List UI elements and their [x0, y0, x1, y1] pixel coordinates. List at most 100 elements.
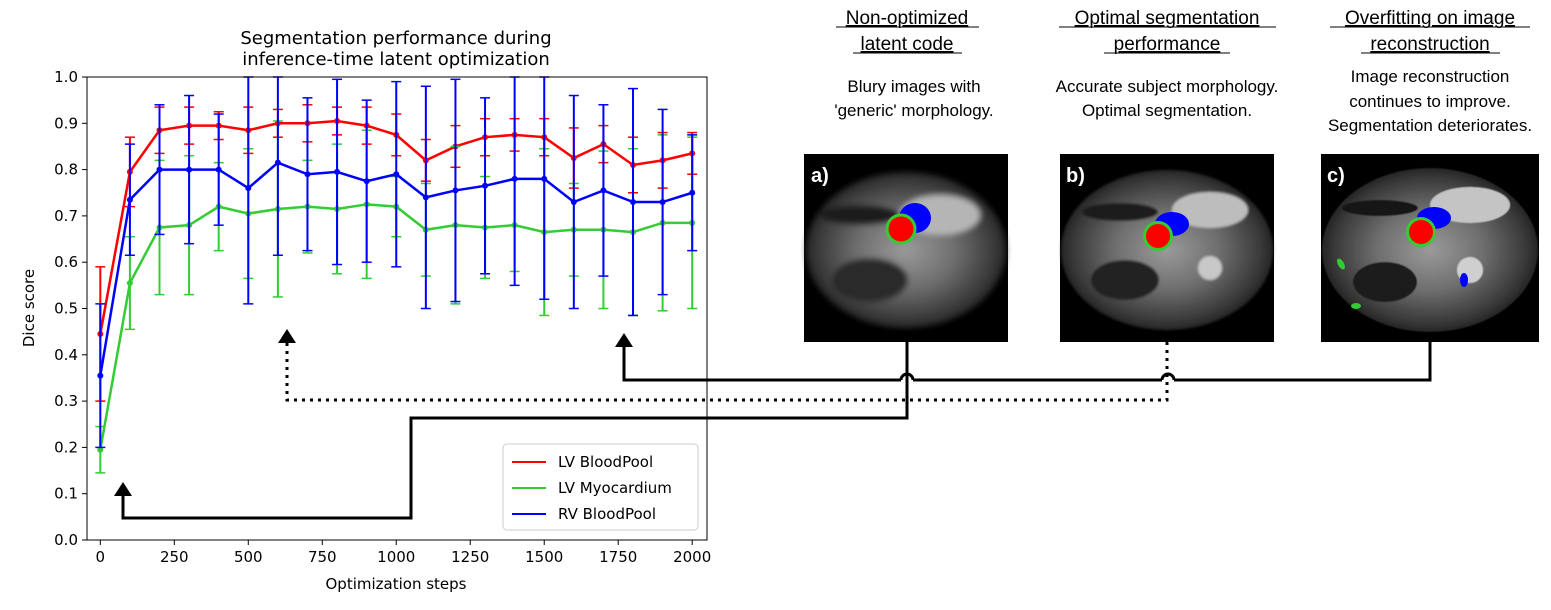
- arrowhead-optimum: [278, 329, 296, 343]
- mri-b-bright-region: [1172, 192, 1248, 228]
- data-point-rv-bloodpool: [126, 196, 133, 203]
- y-tick-label: 0.2: [54, 438, 78, 456]
- mri-image-c: c): [1321, 154, 1539, 342]
- y-tick-label: 0.0: [54, 531, 78, 549]
- mri-a-dark-cavity: [832, 258, 908, 302]
- y-tick-label: 0.1: [54, 485, 78, 503]
- y-tick-label: 1.0: [54, 68, 78, 86]
- mri-b-tissue: [1061, 170, 1273, 330]
- data-point-rv-bloodpool: [630, 199, 637, 206]
- mri-c-bright-region: [1430, 187, 1510, 223]
- x-tick-label: 1000: [377, 548, 415, 566]
- y-tick-label: 0.4: [54, 346, 78, 364]
- mri-b-dark-cavity: [1091, 260, 1159, 300]
- panel-c-desc-line1: Image reconstruction: [1351, 67, 1510, 86]
- mri-c-dark-band: [1342, 200, 1418, 216]
- mri-c-rv-fragment: [1460, 273, 1468, 287]
- data-point-rv-bloodpool: [570, 199, 577, 206]
- panel-b-header: Optimal segmentation performance Accurat…: [1056, 8, 1279, 120]
- mri-c-dark-cavity: [1353, 262, 1417, 302]
- legend: LV BloodPool LV Myocardium RV BloodPool: [502, 443, 699, 531]
- data-point-rv-bloodpool: [689, 189, 696, 196]
- panel-c-desc-line2: continues to improve.: [1349, 92, 1511, 111]
- arrowhead-start: [114, 482, 132, 496]
- y-tick-label: 0.8: [54, 161, 78, 179]
- connector-a-to-start: [114, 342, 909, 520]
- data-point-rv-bloodpool: [245, 185, 252, 192]
- panel-c-letter: c): [1327, 165, 1345, 187]
- legend-box: [502, 443, 699, 531]
- y-tick-label: 0.9: [54, 114, 78, 132]
- mri-b-dark-band: [1082, 203, 1158, 221]
- panel-b-desc-line1: Accurate subject morphology.: [1056, 77, 1279, 96]
- mri-image-b: b): [1060, 154, 1274, 342]
- y-tick-label: 0.7: [54, 207, 78, 225]
- data-point-rv-bloodpool: [363, 178, 370, 185]
- y-tick-label: 0.3: [54, 392, 78, 410]
- connector-c-to-late: [622, 342, 1432, 382]
- mri-b-vessel: [1198, 256, 1222, 280]
- data-point-rv-bloodpool: [393, 171, 400, 178]
- data-point-rv-bloodpool: [97, 372, 104, 379]
- dice-score-chart: Segmentation performance during inferenc…: [20, 28, 711, 593]
- data-point-rv-bloodpool: [452, 187, 459, 194]
- mri-c-lv-bloodpool: [1409, 220, 1433, 244]
- legend-label-lv-bloodpool: LV BloodPool: [558, 453, 653, 471]
- x-tick-label: 0: [96, 548, 106, 566]
- x-tick-label: 1250: [451, 548, 489, 566]
- panel-a-letter: a): [811, 165, 829, 187]
- x-tick-label: 500: [234, 548, 263, 566]
- mri-c-myocardium-fragment-2: [1351, 303, 1361, 309]
- panel-a-heading-line2: latent code: [861, 34, 954, 55]
- mri-a-lv-bloodpool: [888, 216, 914, 242]
- data-point-rv-bloodpool: [215, 166, 222, 173]
- data-point-rv-bloodpool: [511, 175, 518, 182]
- panel-c-heading-line2: reconstruction: [1370, 34, 1489, 55]
- series-rv-bloodpool: [95, 76, 698, 449]
- mri-image-a: a): [804, 154, 1008, 342]
- legend-label-rv-bloodpool: RV BloodPool: [558, 505, 656, 523]
- panel-a-heading-line1: Non-optimized: [846, 8, 969, 29]
- chart-title-line2: inference-time latent optimization: [242, 49, 550, 70]
- panel-a-header: Non-optimized latent code Blury images w…: [834, 8, 993, 120]
- panel-c-heading-line1: Overfitting on image: [1345, 8, 1515, 29]
- data-point-rv-bloodpool: [304, 171, 311, 178]
- mri-b-lv-bloodpool: [1146, 224, 1170, 248]
- y-tick-label: 0.6: [54, 253, 78, 271]
- panel-b-heading-line2: performance: [1114, 34, 1221, 55]
- mri-a-tissue: [806, 172, 1006, 328]
- data-point-rv-bloodpool: [600, 187, 607, 194]
- data-point-rv-bloodpool: [482, 182, 489, 189]
- x-tick-label: 1500: [525, 548, 563, 566]
- arrowhead-late: [615, 333, 633, 347]
- x-tick-label: 250: [160, 548, 189, 566]
- data-point-rv-bloodpool: [659, 199, 666, 206]
- data-point-rv-bloodpool: [541, 175, 548, 182]
- data-point-rv-bloodpool: [156, 166, 163, 173]
- x-tick-label: 1750: [599, 548, 637, 566]
- data-point-rv-bloodpool: [422, 194, 429, 201]
- panel-b-desc-line2: Optimal segmentation.: [1082, 101, 1252, 120]
- mri-c-myocardium-fragment-1: [1337, 258, 1345, 270]
- data-point-rv-bloodpool: [334, 168, 341, 175]
- panel-a-desc-line2: 'generic' morphology.: [834, 101, 993, 120]
- panel-b-letter: b): [1066, 165, 1085, 187]
- data-point-lv-myocardium: [97, 446, 104, 453]
- y-axis-label: Dice score: [20, 269, 38, 347]
- legend-label-lv-myocardium: LV Myocardium: [558, 479, 672, 497]
- chart-title-line1: Segmentation performance during: [240, 28, 551, 49]
- data-point-rv-bloodpool: [274, 159, 281, 166]
- panel-a-desc-line1: Blury images with: [847, 77, 980, 96]
- panel-b-heading-line1: Optimal segmentation: [1075, 8, 1260, 29]
- data-point-rv-bloodpool: [186, 166, 193, 173]
- x-axis-label: Optimization steps: [326, 575, 467, 593]
- x-tick-label: 750: [308, 548, 337, 566]
- y-tick-label: 0.5: [54, 300, 78, 318]
- connector-b-to-optimum: [285, 341, 1169, 402]
- panel-c-desc-line3: Segmentation deteriorates.: [1328, 116, 1532, 135]
- data-point-lv-myocardium: [126, 280, 133, 287]
- mri-a-dark-band: [820, 205, 900, 225]
- x-tick-label: 2000: [673, 548, 711, 566]
- panel-c-header: Overfitting on image reconstruction Imag…: [1328, 8, 1532, 135]
